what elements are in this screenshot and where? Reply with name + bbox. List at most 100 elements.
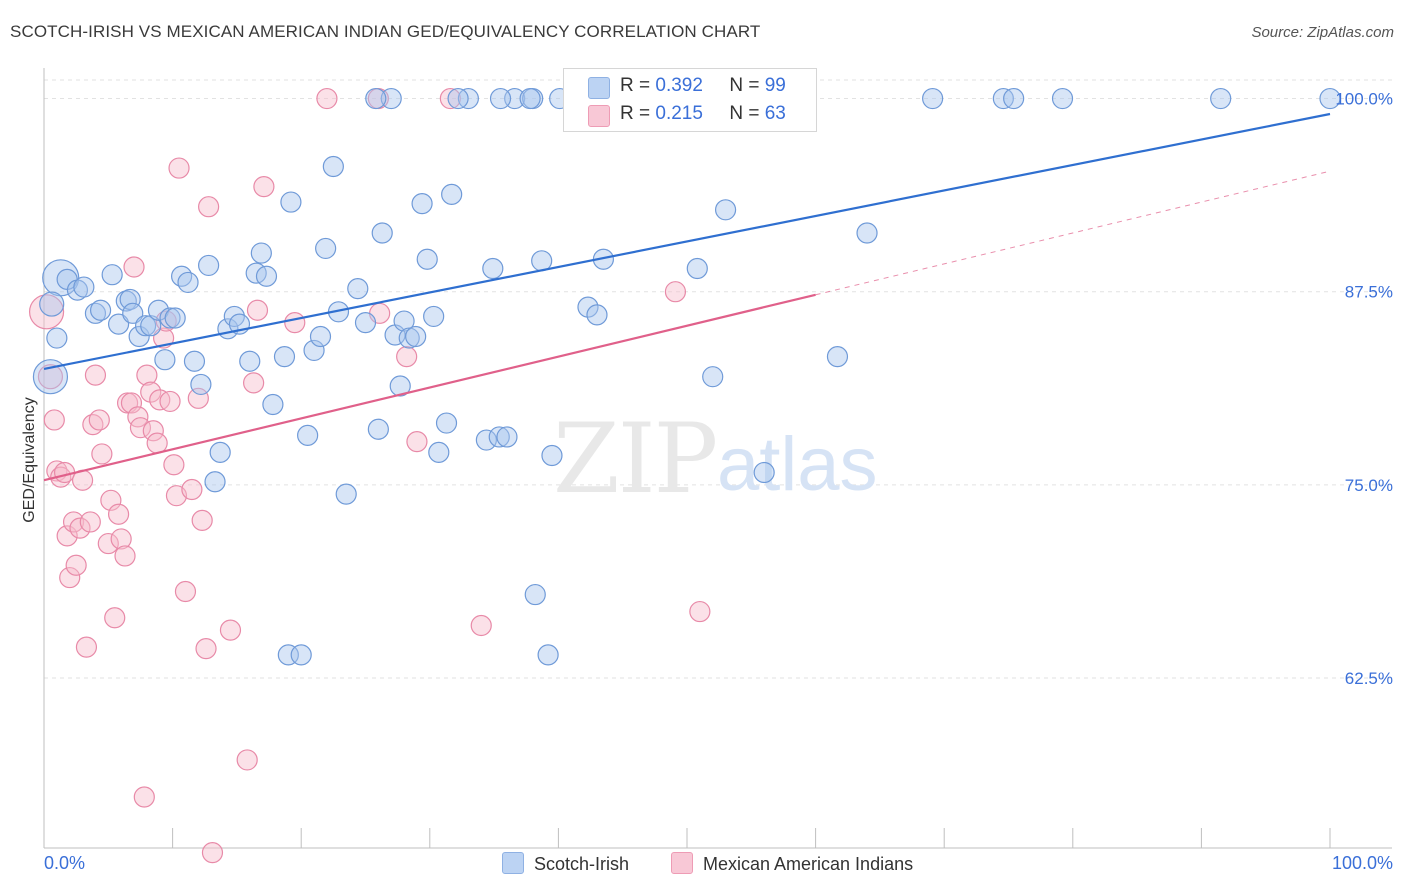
scotch-irish-point [416,248,438,270]
mexican-american-indians-point [91,443,113,465]
scotch-irish-point [46,327,68,349]
mexican-american-indians-point [236,749,258,771]
legend-r-label: R = [620,75,651,96]
mexican-american-indians-point [100,489,122,511]
mexican-american-indians-point [62,511,85,533]
mexican-american-indians-point [120,392,143,414]
scotch-irish-point [537,644,559,666]
bottom-legend-mexican-american-indians: Mexican American Indians [671,852,913,875]
scotch-irish-point [405,325,427,348]
mexican-american-indians-point [104,607,126,629]
scotch-irish-point [73,276,95,298]
legend-n-label: N = [729,75,760,96]
scotch-irish-point [380,87,402,110]
scotch-irish-point [335,483,357,505]
scotch-irish-point [273,346,296,368]
mexican-american-indians-point [56,525,78,547]
scotch-irish-point [447,87,469,110]
scotch-irish-point [309,325,332,348]
scotch-irish-point [389,375,411,397]
scotch-irish-point [524,583,546,606]
mexican-american-indians-point [43,409,65,431]
mexican-american-indians-point [159,390,181,413]
scotch-irish-point [280,191,302,213]
scotch-irish-point [347,278,369,300]
legend-swatch-pink [588,105,610,127]
mexican-american-indians-point [79,511,101,533]
scotch-irish-point [519,87,541,110]
mexican-american-indians-point [168,157,190,179]
scotch-irish-point [423,305,445,328]
trend-lines [43,112,1331,482]
scotch-irish-point [393,310,415,332]
axes [43,68,1392,849]
mexican-american-indians-point [195,638,217,660]
scotch-irish-point [365,87,387,110]
mexican-american-indians-point [406,430,428,453]
scotch-irish-point [475,429,497,451]
scotch-irish-point [371,222,393,244]
mexican-american-indians-point [114,545,136,567]
source-label: Source: ZipAtlas.com [1251,24,1394,41]
scotch-irish-point [922,87,944,110]
scotch-irish-point [1210,87,1232,110]
scotch-irish-point [303,339,325,362]
mexican-american-indians-point [201,842,224,864]
scotch-irish-point [101,264,123,286]
scotch-irish-point [122,302,144,324]
y-tick-label: 75.0% [1345,476,1393,495]
scotch-irish-point [255,265,278,287]
bottom-legend-swatch-blue [502,852,524,874]
mexican-american-indians-point [664,281,687,303]
mexican-american-indians-point [129,417,152,439]
legend-n-label: N = [729,103,760,124]
scotch-irish-point [753,461,775,484]
scotch-irish-point [398,327,420,349]
scotch-irish-point [107,313,130,335]
mexican-american-indians-point [174,580,197,603]
mexican-american-indians-point [439,87,461,110]
chart-title: SCOTCH-IRISH VS MEXICAN AMERICAN INDIAN … [10,22,761,41]
scotch-irish-point [134,315,157,337]
mexican-american-indians-point [152,327,175,349]
stats-legend: R = 0.392 N = 99 R = 0.215 N = 63 [563,68,817,132]
mexican-american-indians-point [37,364,64,390]
legend-r-value-scotch-irish: 0.392 [655,75,703,96]
bottom-legend-label-mexican-american-indians: Mexican American Indians [703,854,914,874]
legend-n-value-scotch-irish: 99 [764,75,786,96]
scotch-irish-point [496,426,518,448]
scotch-irish-point [239,350,261,372]
scotch-irish-trend-line [43,112,1331,371]
mexican-american-indians-point [88,409,110,431]
mexican-american-indians-point [146,432,168,454]
scotch-irish-point [290,644,312,666]
legend-n-value-mexican-american-indians: 63 [764,103,786,124]
scotch-irish-point [428,441,450,464]
scotch-irish-point [488,426,510,448]
scotch-irish-point [1319,87,1341,110]
mexican-american-indians-point [140,381,162,403]
scotch-irish-point [411,193,433,215]
scotch-irish-point [164,307,186,329]
mexican-american-indians-point [470,614,492,637]
mexican-american-indians-point [246,299,269,321]
x-tick-label-min: 0.0% [44,853,85,873]
x-tick-label-max: 100.0% [1332,853,1393,873]
scotch-irish-point [171,265,193,287]
y-tick-label: 87.5% [1345,283,1393,302]
mexican-american-indians-point [75,636,98,658]
mexican-american-indians-point [110,528,132,550]
scotch-irish-point [297,424,319,447]
scotch-irish-point [204,471,226,493]
scotch-irish-point [1003,87,1025,110]
scotch-irish-point [435,412,458,434]
scotch-irish-point [32,359,69,395]
mexican-american-indians-point [181,478,203,501]
scotch-irish-point [586,304,608,326]
watermark: ZIP atlas [553,403,878,515]
scotch-irish-point [354,312,377,334]
mexican-american-indians-point [136,364,158,386]
y-tick-label: 62.5% [1345,669,1393,688]
mexican-american-indians-point [316,87,338,110]
mexican-american-indians-point [191,509,213,532]
